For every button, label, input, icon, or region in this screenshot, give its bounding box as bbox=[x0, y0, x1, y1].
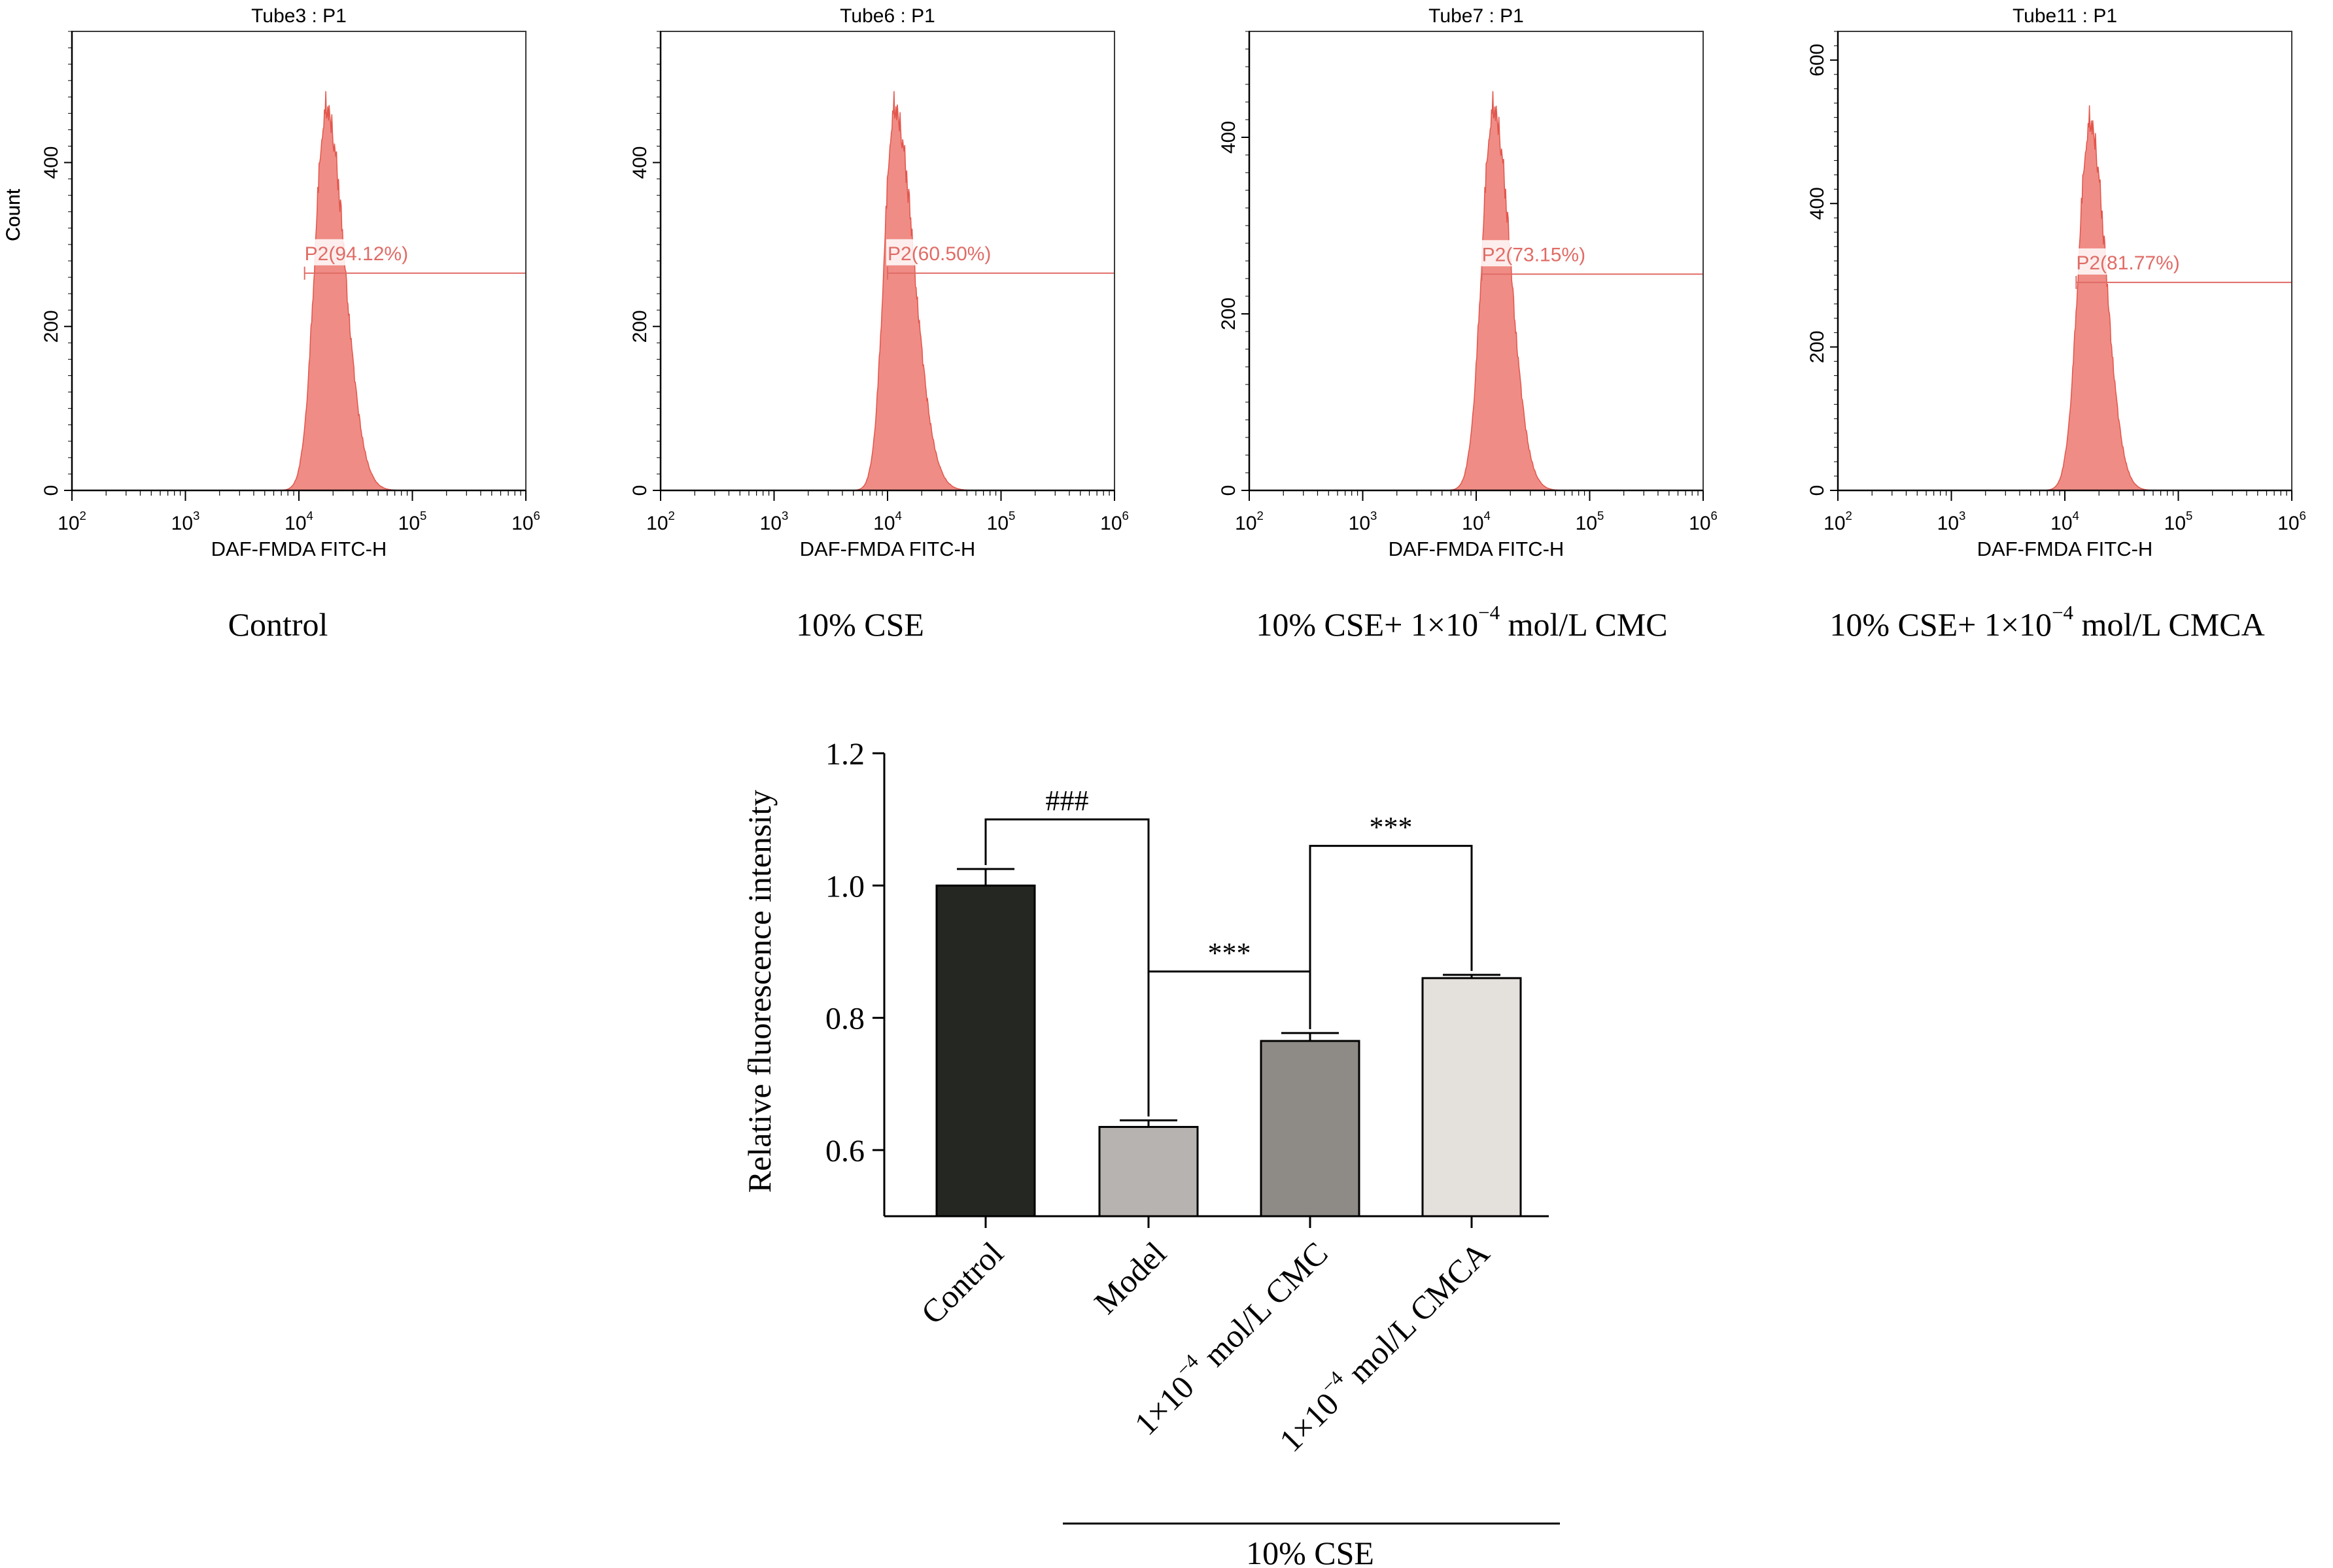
y-tick-label: 200 bbox=[41, 310, 62, 343]
x-tick-label: 105 bbox=[398, 509, 427, 534]
y-axis-label: Count bbox=[3, 188, 24, 241]
x-tick-label: 106 bbox=[1689, 509, 1718, 534]
gate-label-background bbox=[1480, 240, 1606, 267]
panel-caption: Control bbox=[228, 606, 328, 643]
x-tick-label: Model bbox=[1087, 1235, 1173, 1321]
y-tick-label: 0 bbox=[41, 485, 62, 496]
histogram-series bbox=[2022, 105, 2169, 491]
gate-label-background bbox=[2075, 248, 2201, 275]
x-tick-label: 103 bbox=[760, 509, 789, 534]
y-tick-label: 200 bbox=[1218, 298, 1239, 330]
group-label: 10% CSE bbox=[1246, 1535, 1374, 1568]
histogram-panel: P2(60.50%) Tube6 : P1 0 200 400 Count 102 103 10… bbox=[3, 5, 1129, 643]
histogram-series bbox=[1425, 91, 1573, 491]
y-axis-label: Count bbox=[3, 188, 24, 241]
y-tick-label: 0 bbox=[1806, 485, 1828, 496]
panel-caption: 10% CSE+ 1×10−4 mol/L CMCA bbox=[1829, 601, 2264, 643]
x-tick-label: 104 bbox=[2050, 509, 2079, 534]
x-tick-label: 103 bbox=[1937, 509, 1966, 534]
y-tick-label: 400 bbox=[629, 146, 651, 179]
x-tick-label: 105 bbox=[987, 509, 1016, 534]
y-axis-label: Relative fluorescence intensity bbox=[741, 790, 778, 1193]
significance-bracket bbox=[1309, 845, 1473, 1029]
plot-frame bbox=[1837, 31, 2292, 491]
gate-label: P2(60.50%) bbox=[888, 243, 991, 265]
y-tick-label: 0 bbox=[629, 485, 651, 496]
significance-bracket bbox=[984, 818, 1150, 1117]
x-tick-label: 104 bbox=[1462, 509, 1491, 534]
bar bbox=[1098, 1125, 1199, 1218]
y-tick-label: 200 bbox=[1806, 331, 1828, 364]
x-axis-label: DAF-FMDA FITC-H bbox=[800, 537, 976, 560]
y-tick-label: 0 bbox=[1218, 485, 1239, 496]
x-tick-label: 106 bbox=[1100, 509, 1129, 534]
y-tick-label: 1.2 bbox=[825, 737, 865, 772]
significance-label: *** bbox=[1370, 811, 1413, 844]
gate-label-background bbox=[303, 239, 429, 265]
gate-label-background bbox=[886, 239, 1012, 265]
histogram-panel: P2(81.77%) Tube11 : P1 0 200 400 600 Count 102 1… bbox=[3, 5, 2306, 643]
x-axis-label: DAF-FMDA FITC-H bbox=[1977, 537, 2153, 560]
x-tick-label: 105 bbox=[1576, 509, 1604, 534]
x-tick-label: Control bbox=[914, 1235, 1011, 1331]
plot-frame bbox=[71, 31, 527, 491]
y-tick-label: 600 bbox=[1806, 44, 1828, 77]
histogram-series bbox=[826, 91, 975, 491]
bar bbox=[935, 884, 1036, 1218]
y-tick-label: 400 bbox=[1806, 187, 1828, 220]
x-tick-label: 102 bbox=[646, 509, 675, 534]
y-tick-label: 1.0 bbox=[825, 869, 865, 904]
significance-label: ### bbox=[1046, 785, 1089, 817]
x-tick-label: 104 bbox=[873, 509, 902, 534]
gate-label: P2(94.12%) bbox=[305, 243, 408, 265]
panel-caption: 10% CSE+ 1×10−4 mol/L CMC bbox=[1256, 601, 1667, 643]
x-tick-label: 104 bbox=[285, 509, 313, 534]
y-tick-label: 400 bbox=[1218, 121, 1239, 154]
bar bbox=[1260, 1040, 1360, 1218]
panel-title: Tube7 : P1 bbox=[1428, 5, 1524, 27]
histogram-panel: P2(94.12%) Tube3 : P1 0 200 400 Count 102 103 10… bbox=[3, 5, 540, 643]
x-axis-label: DAF-FMDA FITC-H bbox=[211, 537, 387, 560]
y-tick-label: 200 bbox=[629, 310, 651, 343]
significance-label: *** bbox=[1208, 937, 1251, 969]
histogram-series bbox=[258, 91, 406, 491]
panel-caption: 10% CSE bbox=[796, 606, 924, 643]
x-tick-label: 106 bbox=[2277, 509, 2306, 534]
gate-label: P2(73.15%) bbox=[1482, 244, 1585, 265]
x-tick-label: 105 bbox=[2164, 509, 2193, 534]
x-axis-label: DAF-FMDA FITC-H bbox=[1389, 537, 1564, 560]
gate-label: P2(81.77%) bbox=[2076, 252, 2179, 274]
panel-title: Tube6 : P1 bbox=[840, 5, 935, 27]
x-tick-label: 102 bbox=[1235, 509, 1264, 534]
histogram-panel: P2(73.15%) Tube7 : P1 0 200 400 Count 102 103 10… bbox=[3, 5, 1718, 643]
y-tick-label: 0.6 bbox=[825, 1134, 865, 1168]
x-tick-label: 103 bbox=[171, 509, 200, 534]
histogram-panels: P2(94.12%) Tube3 : P1 0 200 400 Count 102 103 10… bbox=[3, 5, 2306, 643]
bar-chart: 0.6 0.8 1.0 1.2 Relative fluorescence intens… bbox=[741, 737, 1560, 1568]
y-tick-label: 0.8 bbox=[825, 1002, 865, 1036]
panel-title: Tube11 : P1 bbox=[2013, 5, 2117, 27]
y-tick-label: 400 bbox=[41, 146, 62, 179]
x-tick-label: 106 bbox=[511, 509, 540, 534]
y-axis-label: Count bbox=[3, 188, 24, 241]
x-tick-label: 102 bbox=[1823, 509, 1852, 534]
panel-title: Tube3 : P1 bbox=[251, 5, 347, 27]
bar bbox=[1421, 977, 1522, 1218]
x-tick-label: 102 bbox=[58, 509, 86, 534]
y-axis-label: Count bbox=[3, 188, 24, 241]
x-tick-label: 103 bbox=[1349, 509, 1377, 534]
